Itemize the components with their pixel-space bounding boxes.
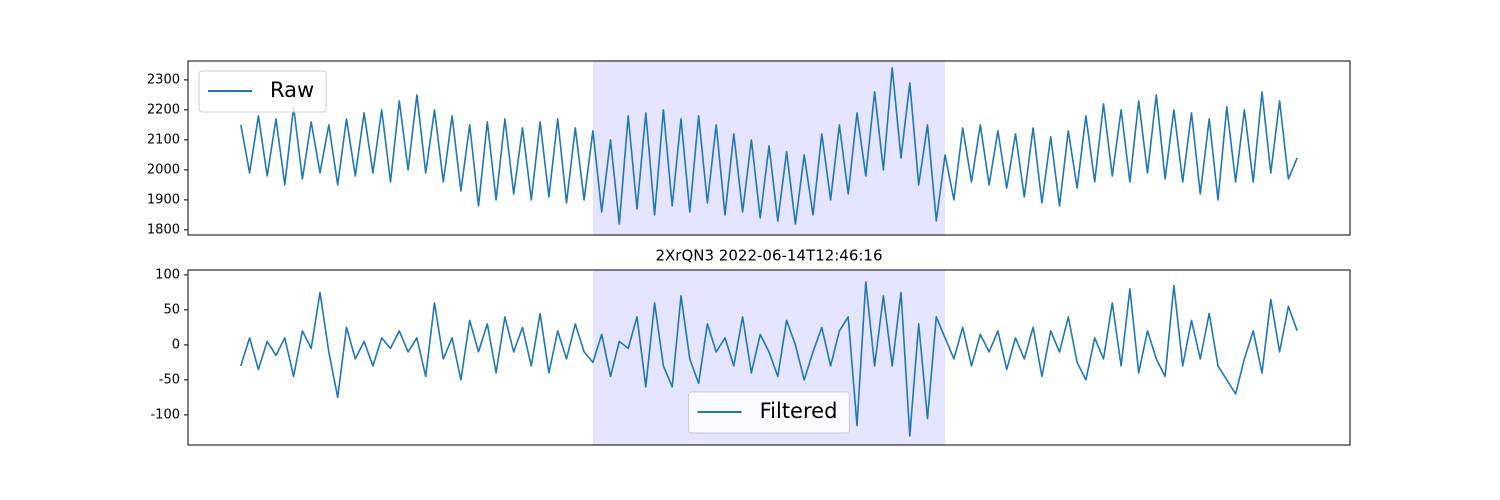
y-tick-label: 0 bbox=[172, 337, 180, 352]
y-tick-label: -100 bbox=[150, 407, 180, 422]
legend-box bbox=[688, 391, 850, 434]
y-tick-label: 50 bbox=[163, 302, 180, 317]
legend-label: Raw bbox=[270, 78, 314, 102]
y-tick-label: 2100 bbox=[147, 132, 180, 147]
plot-frame bbox=[187, 60, 1351, 236]
y-tick-label: 100 bbox=[155, 267, 180, 282]
legend-box bbox=[198, 70, 327, 113]
y-tick-label: 2000 bbox=[147, 162, 180, 177]
y-tick-label: -50 bbox=[159, 372, 180, 387]
series-line bbox=[240, 281, 1298, 437]
y-tick-label: 2300 bbox=[147, 72, 180, 87]
series-line bbox=[240, 67, 1298, 225]
panel-title: 2XrQN3 2022-06-14T12:46:16 bbox=[655, 247, 882, 265]
plot-frame bbox=[187, 269, 1351, 446]
legend-label: Filtered bbox=[760, 399, 838, 423]
y-tick-label: 2200 bbox=[147, 102, 180, 117]
y-tick-label: 1900 bbox=[147, 192, 180, 207]
y-tick-label: 1800 bbox=[147, 222, 180, 237]
